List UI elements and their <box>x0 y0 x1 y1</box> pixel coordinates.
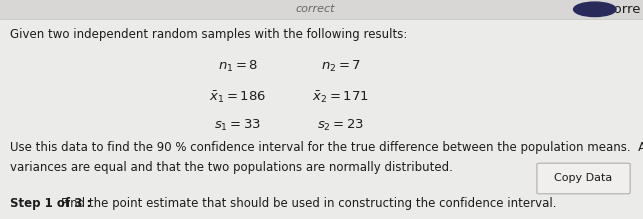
Text: Find the point estimate that should be used in constructing the confidence inter: Find the point estimate that should be u… <box>61 197 557 210</box>
Text: Copy Data: Copy Data <box>554 173 613 184</box>
Text: $s_2 = 23$: $s_2 = 23$ <box>317 118 365 133</box>
Text: correct: correct <box>295 4 335 14</box>
Text: variances are equal and that the two populations are normally distributed.: variances are equal and that the two pop… <box>10 161 453 174</box>
Circle shape <box>574 2 616 17</box>
Text: Use this data to find the 90 % confidence interval for the true difference betwe: Use this data to find the 90 % confidenc… <box>10 141 643 154</box>
Text: $\bar{x}_2 = 171$: $\bar{x}_2 = 171$ <box>312 90 369 106</box>
Text: $\bar{x}_1 = 186$: $\bar{x}_1 = 186$ <box>210 90 266 106</box>
Text: $s_1 = 33$: $s_1 = 33$ <box>214 118 262 133</box>
Text: $n_1 = 8$: $n_1 = 8$ <box>218 59 258 74</box>
Text: Step 1 of 3 :: Step 1 of 3 : <box>10 197 95 210</box>
Text: Incorre: Incorre <box>595 3 642 16</box>
FancyBboxPatch shape <box>0 0 643 19</box>
Text: Given two independent random samples with the following results:: Given two independent random samples wit… <box>10 28 407 41</box>
FancyBboxPatch shape <box>537 163 630 194</box>
Text: $n_2 = 7$: $n_2 = 7$ <box>321 59 361 74</box>
